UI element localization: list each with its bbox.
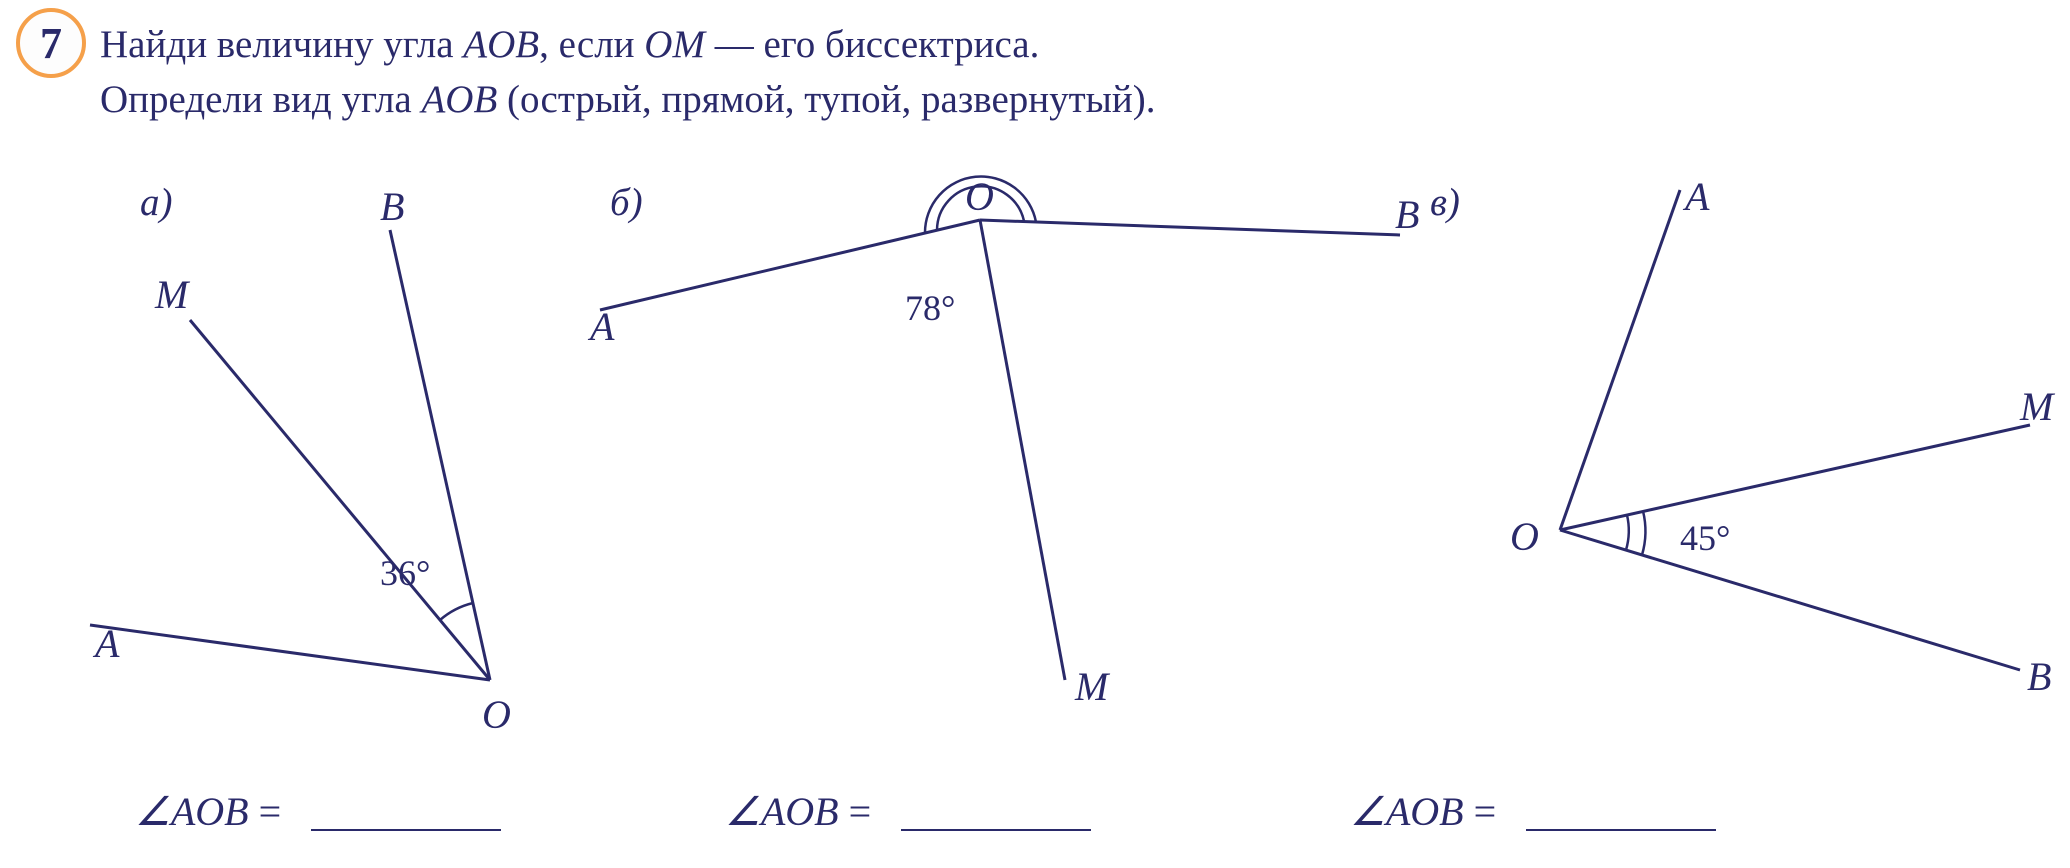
problem-line1-post: — его биссектриса.: [705, 23, 1039, 66]
angle-value-c: 45°: [1680, 518, 1730, 558]
answer-c: ∠AOB =: [1350, 788, 1716, 835]
answer-a-eq: =: [259, 788, 282, 835]
angle-value-b: 78°: [905, 288, 955, 328]
angle-diagram-b: A O B M 78°: [560, 180, 1420, 740]
angle-diagram-a: A O B M 36°: [60, 180, 640, 740]
problem-line2-pre: Определи вид угла: [100, 78, 421, 121]
point-label-c-O: O: [1510, 514, 1539, 559]
point-label-b-B: B: [1395, 192, 1419, 237]
ray-om-c: [1560, 425, 2030, 530]
point-label-a-O: O: [482, 692, 511, 737]
point-label-c-B: B: [2027, 654, 2051, 699]
diagram-a: а) A O B M 36°: [60, 180, 640, 745]
problem-aob-1: AOB: [463, 23, 539, 66]
problem-line2-post: (острый, прямой, тупой, развернутый).: [497, 78, 1155, 121]
subpart-label-b: б): [610, 180, 643, 225]
ray-oa-c: [1560, 190, 1680, 530]
answer-b: ∠AOB =: [725, 788, 1091, 835]
point-label-b-M: M: [1074, 664, 1111, 709]
angle-value-a: 36°: [380, 553, 430, 593]
answer-a-prefix: ∠AOB: [135, 788, 249, 835]
point-label-b-O: O: [965, 174, 994, 219]
subpart-label-a: а): [140, 180, 173, 225]
answer-a-blank[interactable]: [311, 827, 501, 831]
ray-ob-b: [980, 220, 1400, 235]
problem-aob-2: AOB: [421, 78, 497, 121]
task-number: 7: [40, 18, 62, 69]
ray-om-b: [980, 220, 1065, 680]
angle-diagram-c: A O B M 45°: [1430, 180, 2070, 740]
answer-b-prefix: ∠AOB: [725, 788, 839, 835]
ray-oa: [90, 625, 490, 680]
diagram-b: б) A O B M 78°: [560, 180, 1360, 745]
angle-arc-c1: [1626, 515, 1629, 550]
point-label-c-A: A: [1682, 174, 1710, 219]
answer-c-prefix: ∠AOB: [1350, 788, 1464, 835]
answer-a: ∠AOB =: [135, 788, 501, 835]
answer-c-blank[interactable]: [1526, 827, 1716, 831]
task-number-badge: 7: [16, 8, 86, 78]
ray-ob-c: [1560, 530, 2020, 670]
answer-c-eq: =: [1474, 788, 1497, 835]
diagrams-container: а) A O B M 36° б): [0, 180, 2070, 760]
problem-line1-mid: , если: [539, 23, 644, 66]
point-label-a-A: A: [92, 621, 120, 666]
point-label-c-M: M: [2019, 384, 2056, 429]
answer-b-blank[interactable]: [901, 827, 1091, 831]
ray-ob: [390, 230, 490, 680]
problem-line1-pre: Найди величину угла: [100, 23, 463, 66]
ray-om: [190, 320, 490, 680]
subpart-label-c: в): [1430, 180, 1460, 225]
problem-om: OM: [644, 23, 705, 66]
answer-b-eq: =: [849, 788, 872, 835]
problem-statement: Найди величину угла AOB, если OM — его б…: [100, 18, 2030, 127]
angle-arc-c2: [1642, 511, 1645, 555]
answers-row: ∠AOB = ∠AOB = ∠AOB =: [0, 788, 2070, 858]
angle-arc-a: [440, 603, 473, 620]
diagram-c: в) A O B M 45°: [1430, 180, 2050, 745]
point-label-a-M: M: [154, 272, 191, 317]
point-label-b-A: A: [587, 304, 615, 349]
point-label-a-B: B: [380, 184, 404, 229]
